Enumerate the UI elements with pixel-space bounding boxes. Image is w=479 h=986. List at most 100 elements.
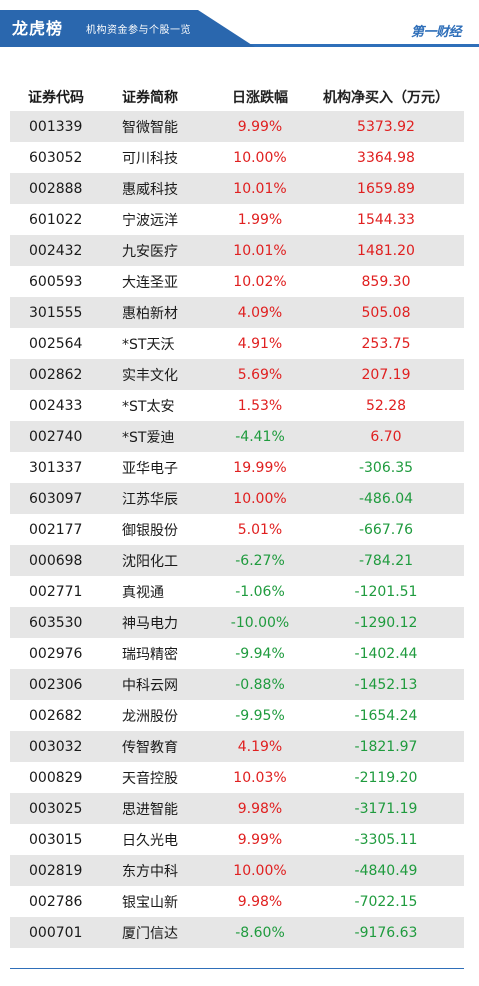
stock-name: 神马电力: [122, 615, 178, 632]
table-row: 002682 龙洲股份 -9.95% -1654.24: [10, 700, 464, 731]
stock-name: 可川科技: [122, 150, 178, 167]
stock-code: 002888: [29, 180, 83, 197]
daily-change: 10.03%: [233, 769, 287, 786]
institution-net-buy: -1290.12: [354, 614, 418, 631]
institution-net-buy: -9176.63: [354, 924, 418, 941]
stock-name: 银宝山新: [122, 894, 178, 911]
table-row: 002888 惠威科技 10.01% 1659.89: [10, 173, 464, 204]
stock-name: 宁波远洋: [122, 212, 178, 229]
table-row: 002306 中科云网 -0.88% -1452.13: [10, 669, 464, 700]
stock-name: 瑞玛精密: [122, 646, 178, 663]
daily-change: -0.88%: [235, 676, 285, 693]
daily-change: 10.02%: [233, 273, 287, 290]
stock-code: 002177: [29, 521, 83, 538]
stock-name: 惠威科技: [122, 181, 178, 198]
institution-net-buy: -2119.20: [354, 769, 418, 786]
stock-code: 000698: [29, 552, 83, 569]
stock-name: 实丰文化: [122, 367, 178, 384]
table-row: 001339 智微智能 9.99% 5373.92: [10, 111, 464, 142]
stock-name: 九安医疗: [122, 243, 178, 260]
table-row: 002976 瑞玛精密 -9.94% -1402.44: [10, 638, 464, 669]
stock-code: 002771: [29, 583, 83, 600]
table-row: 002433 *ST太安 1.53% 52.28: [10, 390, 464, 421]
table-row: 003032 传智教育 4.19% -1821.97: [10, 731, 464, 762]
stock-name: 江苏华辰: [122, 491, 178, 508]
institution-net-buy: -486.04: [358, 490, 414, 507]
stock-code: 003025: [29, 800, 83, 817]
table-body: 001339 智微智能 9.99% 5373.92 603052 可川科技 10.00% 33…: [10, 111, 464, 948]
stock-name: 天音控股: [122, 770, 178, 787]
stock-code: 301337: [29, 459, 83, 476]
stock-name: 厦门信达: [122, 925, 178, 942]
institution-net-buy: 1544.33: [357, 211, 415, 228]
daily-change: -6.27%: [235, 552, 285, 569]
stock-name: 传智教育: [122, 739, 178, 756]
daily-change: 9.99%: [237, 118, 283, 135]
stock-code: 603530: [29, 614, 83, 631]
institution-net-buy: 505.08: [361, 304, 411, 321]
stock-code: 002682: [29, 707, 83, 724]
stock-code: 000701: [29, 924, 83, 941]
stock-code: 603097: [29, 490, 83, 507]
bottom-divider: [10, 968, 464, 969]
daily-change: 4.19%: [237, 738, 283, 755]
daily-change: -4.41%: [235, 428, 285, 445]
daily-change: 5.01%: [237, 521, 283, 538]
institution-net-buy: 207.19: [361, 366, 411, 383]
table-row: 002862 实丰文化 5.69% 207.19: [10, 359, 464, 390]
column-header-code: 证券代码: [28, 90, 84, 106]
table-row: 000829 天音控股 10.03% -2119.20: [10, 762, 464, 793]
table-row: 003015 日久光电 9.99% -3305.11: [10, 824, 464, 855]
daily-change: 10.00%: [233, 862, 287, 879]
institution-net-buy: -667.76: [358, 521, 414, 538]
stock-code: 002306: [29, 676, 83, 693]
brand-logo-text: 第一财经: [411, 25, 462, 40]
stock-code: 000829: [29, 769, 83, 786]
stock-code: 003015: [29, 831, 83, 848]
table-row: 603052 可川科技 10.00% 3364.98: [10, 142, 464, 173]
daily-change: -10.00%: [230, 614, 290, 631]
daily-change: 9.99%: [237, 831, 283, 848]
table-row: 002564 *ST天沃 4.91% 253.75: [10, 328, 464, 359]
stock-code: 001339: [29, 118, 83, 135]
stock-code: 002976: [29, 645, 83, 662]
brand-logo: 第一财经: [411, 21, 467, 41]
daily-change: 9.98%: [237, 800, 283, 817]
institution-net-buy: -7022.15: [354, 893, 418, 910]
stock-code: 301555: [29, 304, 83, 321]
daily-change: 10.01%: [233, 242, 287, 259]
institution-net-buy: 253.75: [361, 335, 411, 352]
table-row: 002771 真视通 -1.06% -1201.51: [10, 576, 464, 607]
table-row: 002432 九安医疗 10.01% 1481.20: [10, 235, 464, 266]
stock-code: 003032: [29, 738, 83, 755]
institution-net-buy: -306.35: [358, 459, 414, 476]
stock-name: 东方中科: [122, 863, 178, 880]
table-header: 证券代码 证券简称 日涨跌幅 机构净买入（万元）: [10, 83, 464, 111]
stock-name: 御银股份: [122, 522, 178, 539]
institution-net-buy: 6.70: [370, 428, 402, 445]
stock-code: 002564: [29, 335, 83, 352]
daily-change: 10.01%: [233, 180, 287, 197]
table-row: 000698 沈阳化工 -6.27% -784.21: [10, 545, 464, 576]
stock-code: 603052: [29, 149, 83, 166]
stock-code: 002819: [29, 862, 83, 879]
table-row: 002740 *ST爱迪 -4.41% 6.70: [10, 421, 464, 452]
stock-name: 思进智能: [122, 801, 178, 818]
institution-net-buy: -3305.11: [354, 831, 418, 848]
stock-name: 智微智能: [122, 119, 178, 136]
table-row: 601022 宁波远洋 1.99% 1544.33: [10, 204, 464, 235]
daily-change: 1.53%: [237, 397, 283, 414]
table-row: 301337 亚华电子 19.99% -306.35: [10, 452, 464, 483]
daily-change: 10.00%: [233, 490, 287, 507]
table-row: 603097 江苏华辰 10.00% -486.04: [10, 483, 464, 514]
daily-change: 10.00%: [233, 149, 287, 166]
daily-change: 4.91%: [237, 335, 283, 352]
daily-change: 4.09%: [237, 304, 283, 321]
daily-change: 5.69%: [237, 366, 283, 383]
table-row: 000701 厦门信达 -8.60% -9176.63: [10, 917, 464, 948]
institution-net-buy: -1821.97: [354, 738, 418, 755]
stock-name: 惠柏新材: [122, 305, 178, 322]
column-header-change: 日涨跌幅: [232, 90, 288, 106]
stock-name: *ST天沃: [122, 336, 175, 353]
stock-name: 大连圣亚: [122, 274, 178, 291]
